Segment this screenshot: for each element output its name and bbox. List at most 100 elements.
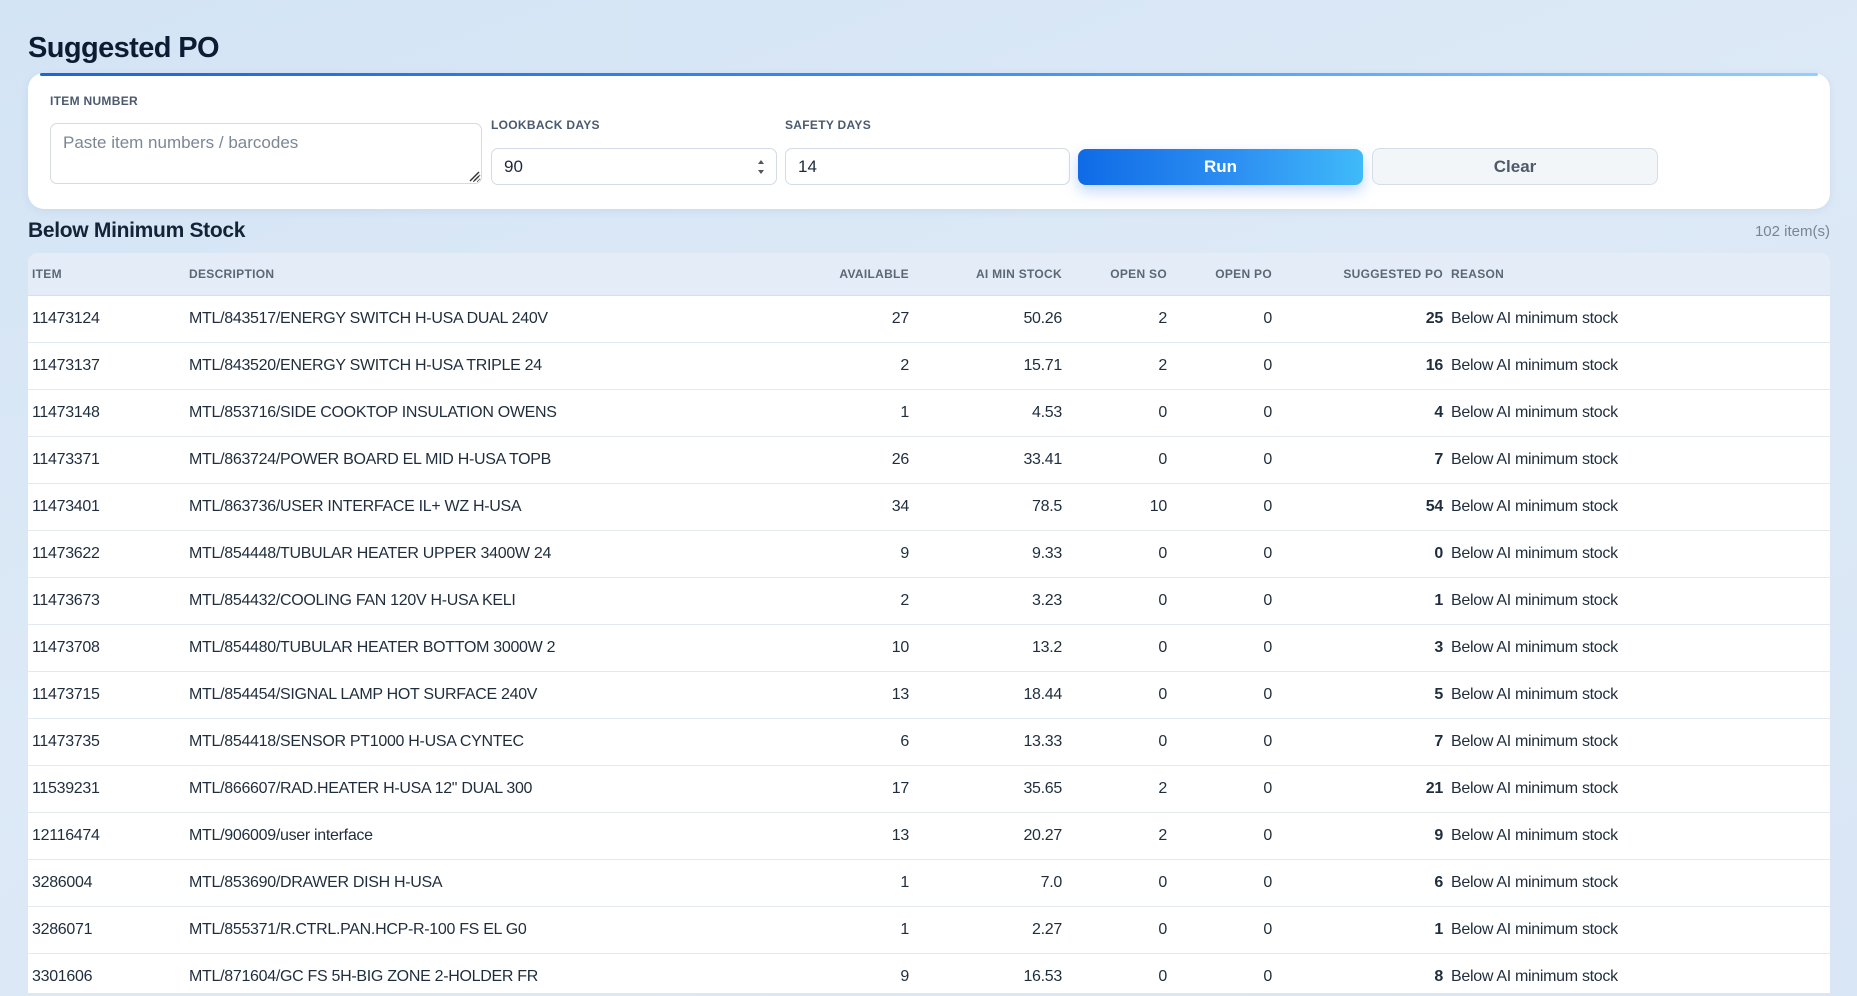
cell-reason: Below AI minimum stock: [1447, 389, 1830, 437]
column-header-open-so[interactable]: OPEN SO: [1066, 253, 1171, 296]
table-row[interactable]: 11473137 MTL/843520/ENERGY SWITCH H-USA T…: [28, 342, 1830, 390]
cell-suggested-po: 16: [1276, 342, 1447, 390]
cell-suggested-po: 7: [1276, 436, 1447, 484]
cell-suggested-po: 1: [1276, 577, 1447, 625]
cell-item: 3286004: [28, 859, 185, 907]
cell-item: 12116474: [28, 812, 185, 860]
column-header-description[interactable]: DESCRIPTION: [185, 253, 725, 296]
cell-open-po: 0: [1171, 765, 1276, 813]
column-header-suggested-po[interactable]: SUGGESTED PO: [1276, 253, 1447, 296]
cell-reason: Below AI minimum stock: [1447, 342, 1830, 390]
item-number-input[interactable]: [50, 123, 482, 184]
table-row[interactable]: 3286071 MTL/855371/R.CTRL.PAN.HCP-R-100 F…: [28, 906, 1830, 954]
cell-reason: Below AI minimum stock: [1447, 812, 1830, 860]
cell-item: 11473735: [28, 718, 185, 766]
cell-description: MTL/866607/RAD.HEATER H-USA 12" DUAL 300: [185, 765, 725, 813]
cell-open-po: 0: [1171, 483, 1276, 531]
cell-open-po: 0: [1171, 671, 1276, 719]
cell-suggested-po: 21: [1276, 765, 1447, 813]
cell-description: MTL/843517/ENERGY SWITCH H-USA DUAL 240V: [185, 295, 725, 343]
cell-available: 9: [725, 953, 913, 993]
cell-item: 11473622: [28, 530, 185, 578]
cell-open-po: 0: [1171, 295, 1276, 343]
table-row[interactable]: 12116474 MTL/906009/user interface 13 20.27…: [28, 812, 1830, 860]
cell-suggested-po: 5: [1276, 671, 1447, 719]
page: Suggested PO ITEM NUMBER LOOKBACK DAYS 9…: [28, 30, 1830, 993]
cell-ai-min-stock: 20.27: [913, 812, 1066, 860]
cell-suggested-po: 0: [1276, 530, 1447, 578]
cell-open-so: 0: [1066, 671, 1171, 719]
cell-suggested-po: 6: [1276, 859, 1447, 907]
cell-available: 17: [725, 765, 913, 813]
cell-open-po: 0: [1171, 436, 1276, 484]
cell-open-so: 0: [1066, 859, 1171, 907]
cell-open-so: 0: [1066, 530, 1171, 578]
column-header-ai-min-stock[interactable]: AI MIN STOCK: [913, 253, 1066, 296]
cell-suggested-po: 4: [1276, 389, 1447, 437]
cell-description: MTL/854418/SENSOR PT1000 H-USA CYNTEC: [185, 718, 725, 766]
cell-ai-min-stock: 35.65: [913, 765, 1066, 813]
cell-open-so: 0: [1066, 624, 1171, 672]
cell-open-po: 0: [1171, 859, 1276, 907]
cell-available: 9: [725, 530, 913, 578]
run-button[interactable]: Run: [1078, 149, 1363, 185]
cell-suggested-po: 7: [1276, 718, 1447, 766]
table-row[interactable]: 11473124 MTL/843517/ENERGY SWITCH H-USA D…: [28, 295, 1830, 343]
cell-description: MTL/855371/R.CTRL.PAN.HCP-R-100 FS EL G0: [185, 906, 725, 954]
section-title: Below Minimum Stock: [28, 219, 246, 242]
clear-button[interactable]: Clear: [1372, 148, 1658, 185]
cell-open-so: 2: [1066, 295, 1171, 343]
cell-item: 11473124: [28, 295, 185, 343]
cell-description: MTL/853716/SIDE COOKTOP INSULATION OWENS: [185, 389, 725, 437]
cell-available: 13: [725, 812, 913, 860]
cell-ai-min-stock: 7.0: [913, 859, 1066, 907]
table-row[interactable]: 11473401 MTL/863736/USER INTERFACE IL+ WZ…: [28, 483, 1830, 531]
table-row[interactable]: 11473715 MTL/854454/SIGNAL LAMP HOT SURFA…: [28, 671, 1830, 719]
cell-suggested-po: 25: [1276, 295, 1447, 343]
cell-open-po: 0: [1171, 530, 1276, 578]
cell-available: 1: [725, 859, 913, 907]
cell-description: MTL/854432/COOLING FAN 120V H-USA KELI: [185, 577, 725, 625]
column-header-available[interactable]: AVAILABLE: [725, 253, 913, 296]
safety-days-input[interactable]: 14: [785, 148, 1070, 185]
lookback-days-input[interactable]: 90: [491, 148, 777, 185]
cell-description: MTL/863736/USER INTERFACE IL+ WZ H-USA: [185, 483, 725, 531]
cell-reason: Below AI minimum stock: [1447, 530, 1830, 578]
results-table-container[interactable]: ITEM DESCRIPTION AVAILABLE AI MIN STOCK …: [28, 253, 1830, 993]
cell-ai-min-stock: 4.53: [913, 389, 1066, 437]
cell-open-so: 0: [1066, 389, 1171, 437]
table-row[interactable]: 11473148 MTL/853716/SIDE COOKTOP INSULATI…: [28, 389, 1830, 437]
cell-ai-min-stock: 9.33: [913, 530, 1066, 578]
cell-open-so: 2: [1066, 342, 1171, 390]
cell-open-po: 0: [1171, 389, 1276, 437]
cell-reason: Below AI minimum stock: [1447, 295, 1830, 343]
table-row[interactable]: 11473735 MTL/854418/SENSOR PT1000 H-USA C…: [28, 718, 1830, 766]
table-row[interactable]: 11473622 MTL/854448/TUBULAR HEATER UPPER …: [28, 530, 1830, 578]
table-row[interactable]: 11539231 MTL/866607/RAD.HEATER H-USA 12" …: [28, 765, 1830, 813]
spinner-arrows-icon[interactable]: [756, 157, 766, 177]
cell-suggested-po: 54: [1276, 483, 1447, 531]
cell-available: 1: [725, 389, 913, 437]
cell-reason: Below AI minimum stock: [1447, 859, 1830, 907]
cell-description: MTL/854480/TUBULAR HEATER BOTTOM 3000W 2: [185, 624, 725, 672]
table-row[interactable]: 11473708 MTL/854480/TUBULAR HEATER BOTTOM…: [28, 624, 1830, 672]
table-row[interactable]: 3301606 MTL/871604/GC FS 5H-BIG ZONE 2-HO…: [28, 953, 1830, 993]
column-header-item[interactable]: ITEM: [28, 253, 185, 296]
cell-reason: Below AI minimum stock: [1447, 953, 1830, 993]
cell-available: 2: [725, 342, 913, 390]
cell-reason: Below AI minimum stock: [1447, 483, 1830, 531]
cell-reason: Below AI minimum stock: [1447, 624, 1830, 672]
table-row[interactable]: 11473371 MTL/863724/POWER BOARD EL MID H-…: [28, 436, 1830, 484]
cell-ai-min-stock: 13.2: [913, 624, 1066, 672]
column-header-reason[interactable]: REASON: [1447, 253, 1830, 296]
resize-grip-icon[interactable]: [469, 171, 480, 182]
cell-ai-min-stock: 2.27: [913, 906, 1066, 954]
cell-open-po: 0: [1171, 577, 1276, 625]
cell-item: 11473148: [28, 389, 185, 437]
cell-available: 10: [725, 624, 913, 672]
table-row[interactable]: 11473673 MTL/854432/COOLING FAN 120V H-US…: [28, 577, 1830, 625]
cell-suggested-po: 8: [1276, 953, 1447, 993]
column-header-open-po[interactable]: OPEN PO: [1171, 253, 1276, 296]
cell-open-po: 0: [1171, 342, 1276, 390]
table-row[interactable]: 3286004 MTL/853690/DRAWER DISH H-USA 1 7.0 0…: [28, 859, 1830, 907]
